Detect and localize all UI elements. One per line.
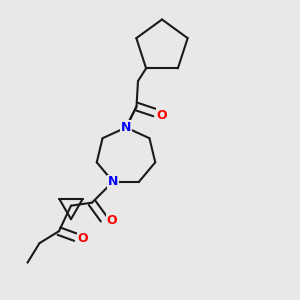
Text: N: N (108, 175, 118, 188)
Text: N: N (121, 121, 131, 134)
Text: O: O (106, 214, 117, 227)
Text: O: O (78, 232, 88, 245)
Text: N: N (121, 121, 131, 134)
Text: O: O (157, 109, 167, 122)
